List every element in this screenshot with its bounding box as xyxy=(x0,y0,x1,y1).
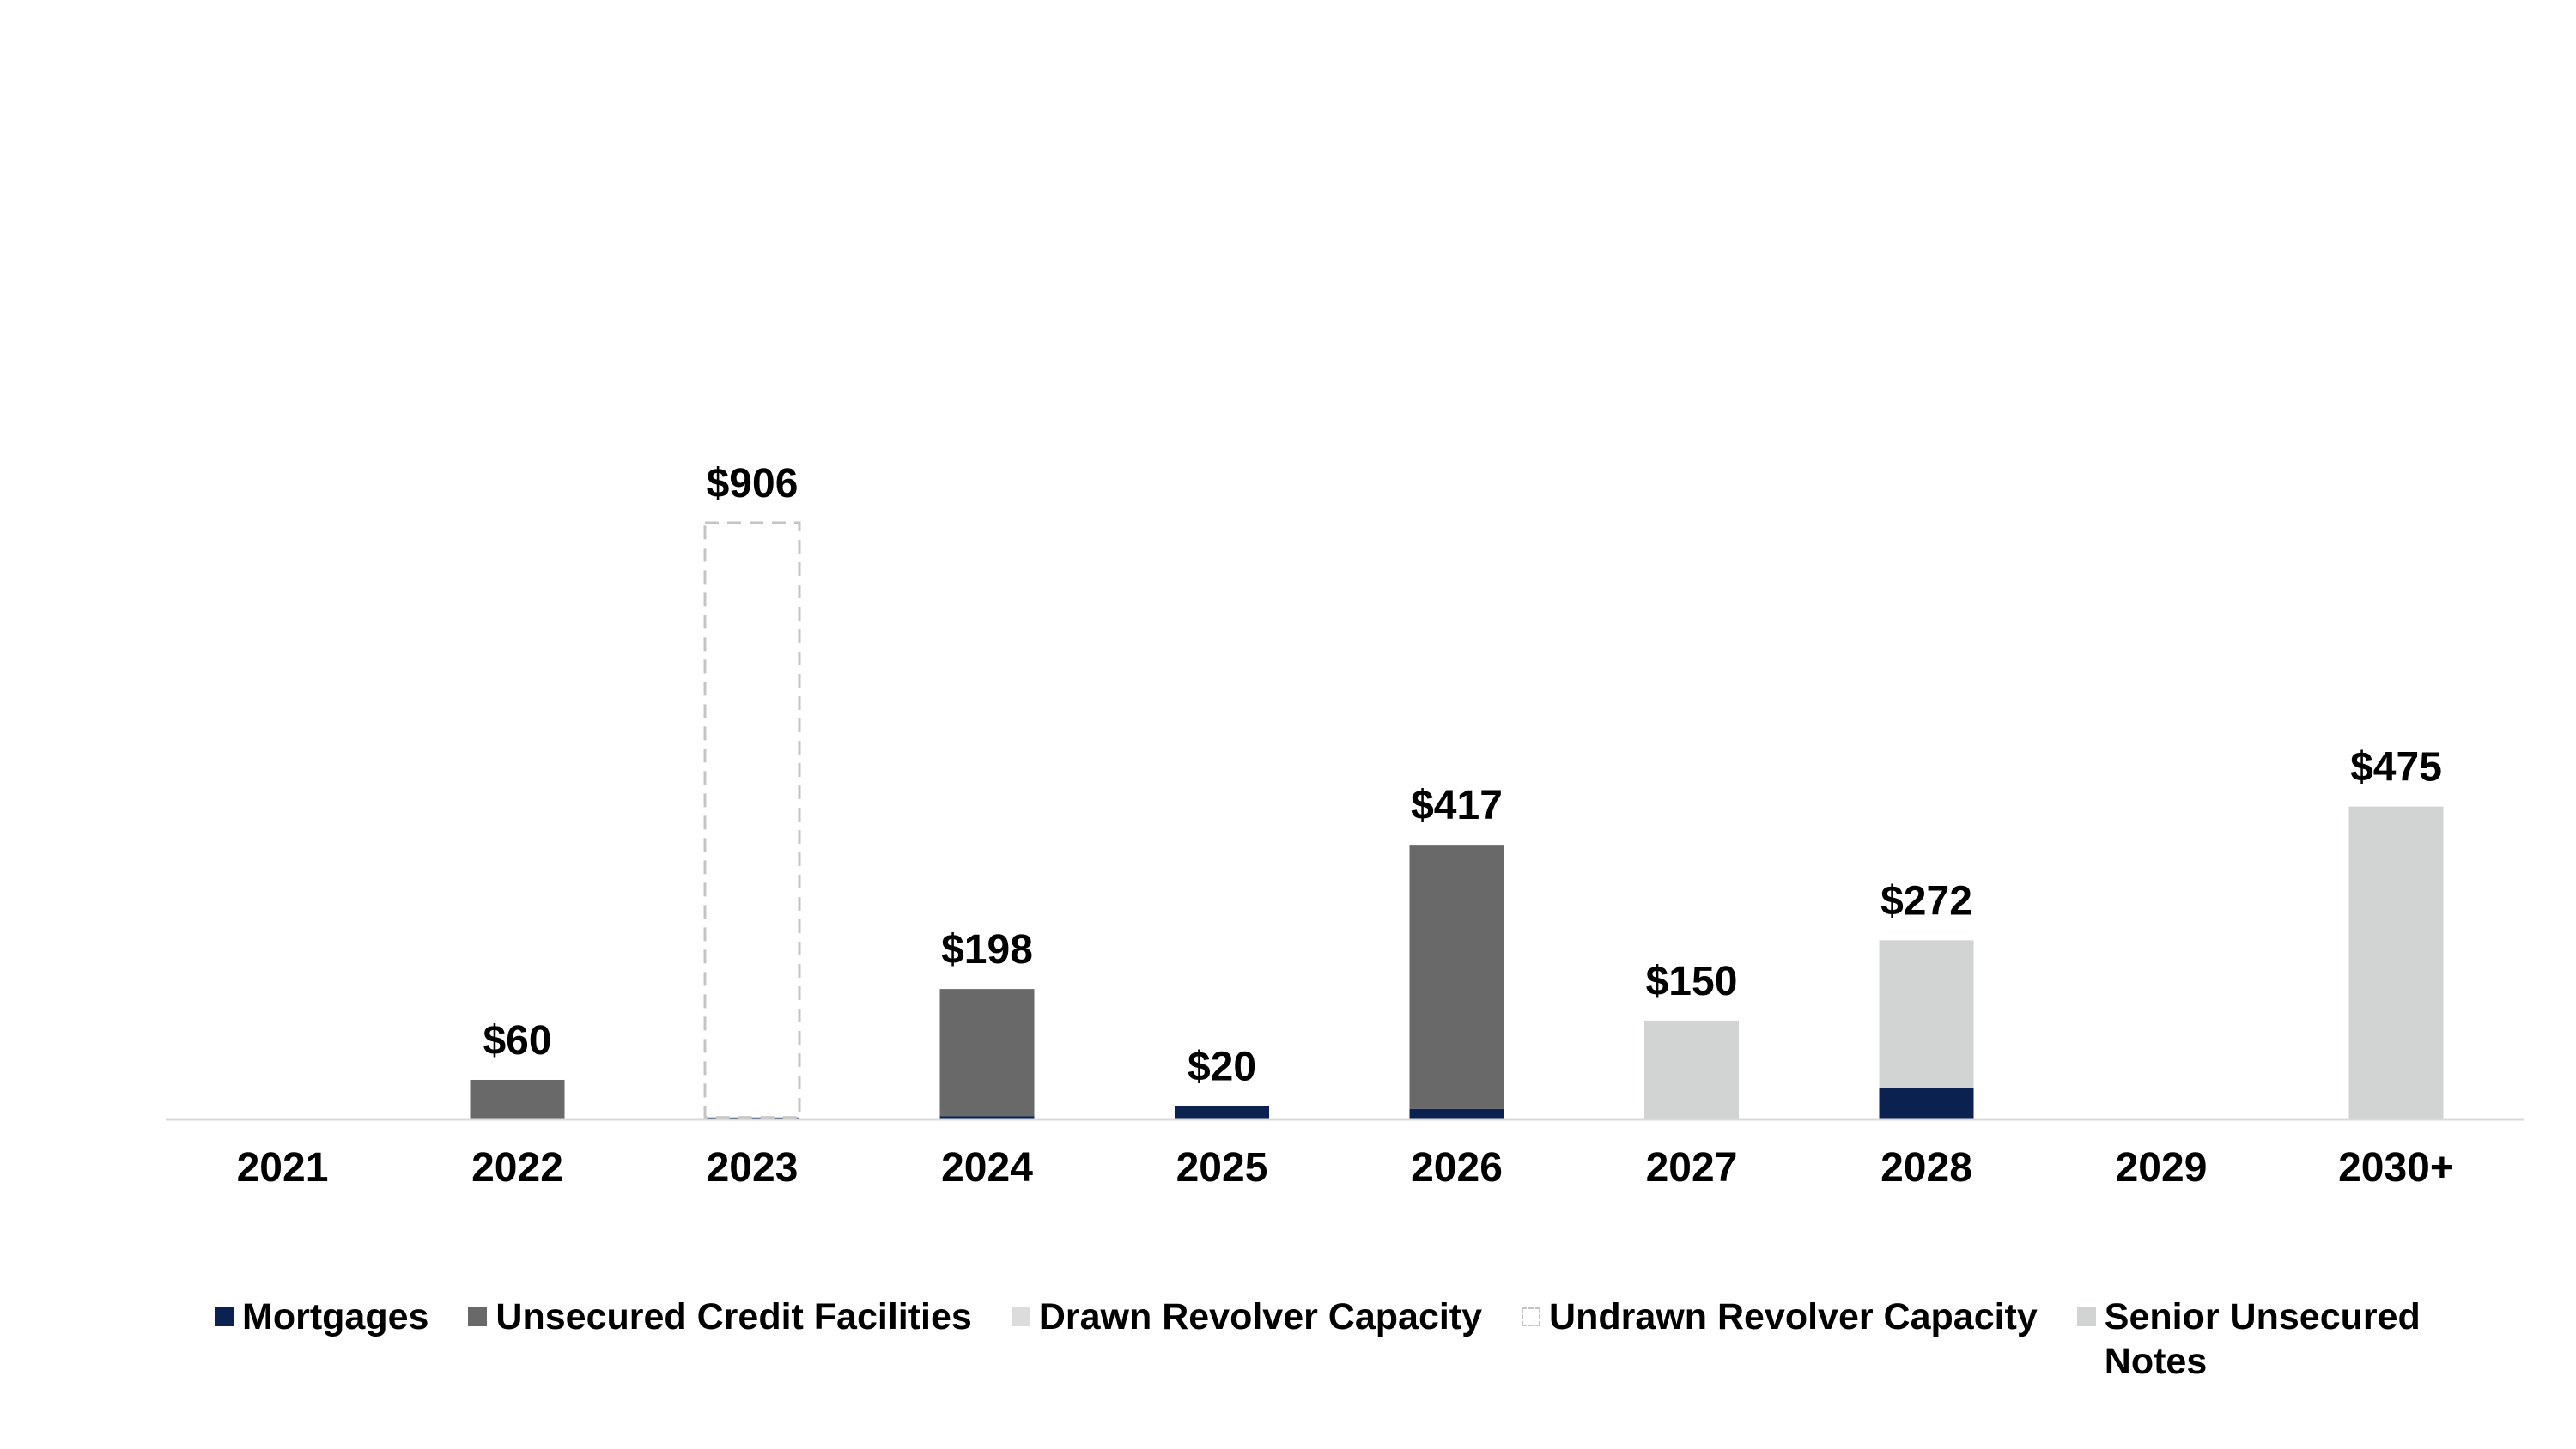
legend-label: Senior Unsecured Notes xyxy=(2104,1296,2421,1382)
legend-item-senior-unsecured-notes: Senior Unsecured Notes xyxy=(2076,1294,2474,1384)
legend-swatch xyxy=(1011,1307,1030,1326)
x-tick-label-2022: 2022 xyxy=(471,1145,563,1191)
legend-item-undrawn-revolver-capacity: Undrawn Revolver Capacity xyxy=(1522,1294,2038,1339)
bar-unsecured-credit-facilities-2024 xyxy=(939,989,1035,1117)
x-tick-label-2024: 2024 xyxy=(941,1145,1033,1191)
total-label-2027: $150 xyxy=(1646,959,1738,1004)
bar-senior-unsecured-notes-2028 xyxy=(1879,940,1974,1088)
bars-layer xyxy=(470,521,2444,1119)
total-label-2025: $20 xyxy=(1188,1045,1256,1090)
bar-mortgages-2028 xyxy=(1879,1088,1974,1119)
bar-mortgages-2026 xyxy=(1409,1108,1504,1119)
legend-label: Mortgages xyxy=(242,1296,429,1337)
total-label-2026: $417 xyxy=(1411,783,1503,828)
total-label-2024: $198 xyxy=(941,927,1033,973)
x-tick-labels: 2021 2022 2023 2024 2025 2026 2027 2028 2029 2030… xyxy=(237,1145,2454,1191)
legend-swatch xyxy=(2076,1307,2096,1326)
legend-swatch xyxy=(468,1307,488,1326)
legend-label: Undrawn Revolver Capacity xyxy=(1549,1296,2038,1337)
legend-item-unsecured-credit-facilities: Unsecured Credit Facilities xyxy=(468,1294,972,1339)
x-tick-label-2028: 2028 xyxy=(1880,1145,1972,1191)
bar-senior-unsecured-notes-2030 xyxy=(2348,806,2444,1119)
bar-unsecured-credit-facilities-2026 xyxy=(1409,845,1504,1109)
x-tick-label-2026: 2026 xyxy=(1411,1145,1503,1191)
bar-undrawn-revolver-capacity-2023 xyxy=(703,521,801,1119)
total-label-2030: $475 xyxy=(2350,745,2442,791)
legend-label: Unsecured Credit Facilities xyxy=(495,1296,972,1337)
legend-label: Drawn Revolver Capacity xyxy=(1038,1296,1483,1337)
x-tick-label-2021: 2021 xyxy=(237,1145,329,1191)
legend-swatch xyxy=(215,1307,234,1326)
legend-swatch xyxy=(1522,1307,1541,1326)
legend-item-mortgages: Mortgages xyxy=(215,1294,428,1339)
total-label-2022: $60 xyxy=(483,1018,551,1064)
legend: Mortgages Unsecured Credit Facilities Dr… xyxy=(215,1294,2533,1384)
total-label-2023: $906 xyxy=(707,461,799,506)
x-tick-label-2029: 2029 xyxy=(2116,1145,2208,1191)
total-label-2028: $272 xyxy=(1880,878,1972,924)
x-tick-label-2025: 2025 xyxy=(1176,1145,1268,1191)
x-tick-label-2027: 2027 xyxy=(1646,1145,1738,1191)
bar-senior-unsecured-notes-2027 xyxy=(1644,1020,1739,1119)
bar-mortgages-2024 xyxy=(939,1116,1035,1119)
labels-layer: $60 $906 $198 $20 $417 $150 $272 $475 xyxy=(483,461,2441,1090)
bar-unsecured-credit-facilities-2022 xyxy=(470,1079,565,1119)
x-tick-label-2023: 2023 xyxy=(707,1145,799,1191)
x-tick-label-2030: 2030+ xyxy=(2338,1145,2454,1191)
bar-mortgages-2025 xyxy=(1175,1106,1269,1119)
legend-item-drawn-revolver-capacity: Drawn Revolver Capacity xyxy=(1011,1294,1483,1339)
